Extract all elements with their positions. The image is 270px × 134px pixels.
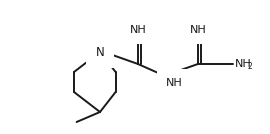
Text: 2: 2 bbox=[247, 62, 252, 71]
Text: NH: NH bbox=[166, 78, 183, 88]
Text: N: N bbox=[96, 46, 104, 59]
Text: NH: NH bbox=[235, 59, 252, 69]
Text: NH: NH bbox=[130, 25, 146, 35]
Text: NH: NH bbox=[190, 25, 206, 35]
